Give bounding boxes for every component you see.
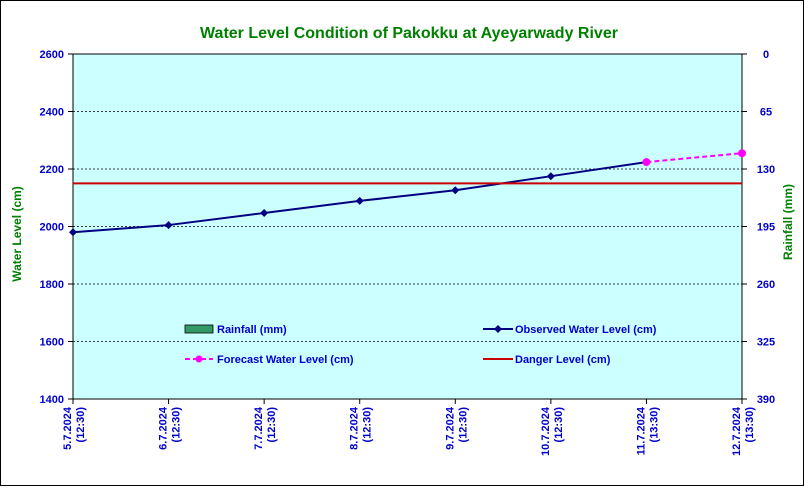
- y-axis-title: Water Level (cm): [10, 186, 24, 282]
- y-tick-label: 2400: [40, 107, 64, 119]
- data-point-observed: [546, 172, 555, 181]
- x-tick-label: 12.7.2024: [731, 406, 743, 456]
- data-point-observed: [260, 208, 269, 217]
- y2-tick-label: 260: [757, 279, 775, 291]
- legend-swatch-rainfall: [184, 324, 214, 334]
- x-tick-label: 9.7.2024: [444, 406, 456, 450]
- data-point-observed: [451, 186, 460, 195]
- y2-axis-ticks: 390 325 260 195 130 65 0: [742, 49, 775, 406]
- data-point-forecast: [738, 149, 746, 158]
- y2-tick-label: 65: [760, 107, 772, 119]
- y2-tick-label: 390: [757, 394, 775, 406]
- y2-tick-label: 325: [757, 337, 775, 349]
- x-tick-label: 6.7.2024: [158, 406, 170, 450]
- series-layer: [69, 149, 746, 237]
- y2-tick-label: 130: [757, 164, 775, 176]
- x-tick-label: (12:30): [266, 407, 278, 443]
- legend-label-danger: Danger Level (cm): [515, 354, 611, 366]
- chart-title: Water Level Condition of Pakokku at Ayey…: [200, 25, 618, 42]
- legend-item-danger: Danger Level (cm): [483, 354, 611, 366]
- x-tick-label: (12:30): [362, 407, 374, 443]
- legend-item-observed: Observed Water Level (cm): [483, 324, 657, 336]
- y-axis-ticks: 1400 1600 1800 2000 2200 2400 2600: [40, 49, 73, 406]
- x-axis-ticks: 5.7.2024 (12:30) 6.7.2024 (12:30) 7.7.2024 (1…: [62, 399, 756, 456]
- y-tick-label: 1400: [40, 394, 64, 406]
- x-tick-label: 5.7.2024: [62, 406, 74, 450]
- x-tick-label: (12:30): [553, 407, 565, 443]
- y2-tick-label: 0: [763, 49, 769, 61]
- legend-label-forecast: Forecast Water Level (cm): [217, 354, 354, 366]
- x-tick-label: (13:30): [744, 407, 756, 443]
- y-tick-label: 1800: [40, 279, 64, 291]
- x-tick-label: 8.7.2024: [349, 406, 361, 450]
- legend-item-forecast: Forecast Water Level (cm): [185, 354, 354, 366]
- x-tick-label: 11.7.2024: [635, 406, 647, 455]
- gridlines: [73, 111, 742, 342]
- data-point-observed: [69, 228, 77, 237]
- x-tick-label: (12:30): [75, 407, 87, 443]
- x-tick-label: 10.7.2024: [540, 406, 552, 456]
- y2-axis-title: Rainfall (mm): [781, 184, 795, 260]
- y-tick-label: 2000: [40, 222, 64, 234]
- y-tick-label: 2200: [40, 164, 64, 176]
- x-tick-label: (13:30): [648, 407, 660, 443]
- x-tick-label: 7.7.2024: [253, 406, 265, 450]
- legend-item-rainfall: Rainfall (mm): [184, 324, 287, 336]
- legend: Rainfall (mm) Observed Water Level (cm) …: [184, 324, 657, 366]
- data-point-forecast: [642, 158, 651, 167]
- legend-label-rainfall: Rainfall (mm): [217, 324, 287, 336]
- legend-marker-forecast: [195, 355, 203, 363]
- x-tick-label: (12:30): [171, 407, 183, 443]
- x-tick-label: (12:30): [457, 407, 469, 443]
- y-tick-label: 2600: [40, 49, 64, 61]
- y2-tick-label: 195: [757, 222, 775, 234]
- data-point-observed: [164, 221, 173, 230]
- legend-label-observed: Observed Water Level (cm): [515, 324, 657, 336]
- y-tick-label: 1600: [40, 337, 64, 349]
- legend-marker-observed: [494, 325, 502, 333]
- data-point-observed: [355, 196, 364, 205]
